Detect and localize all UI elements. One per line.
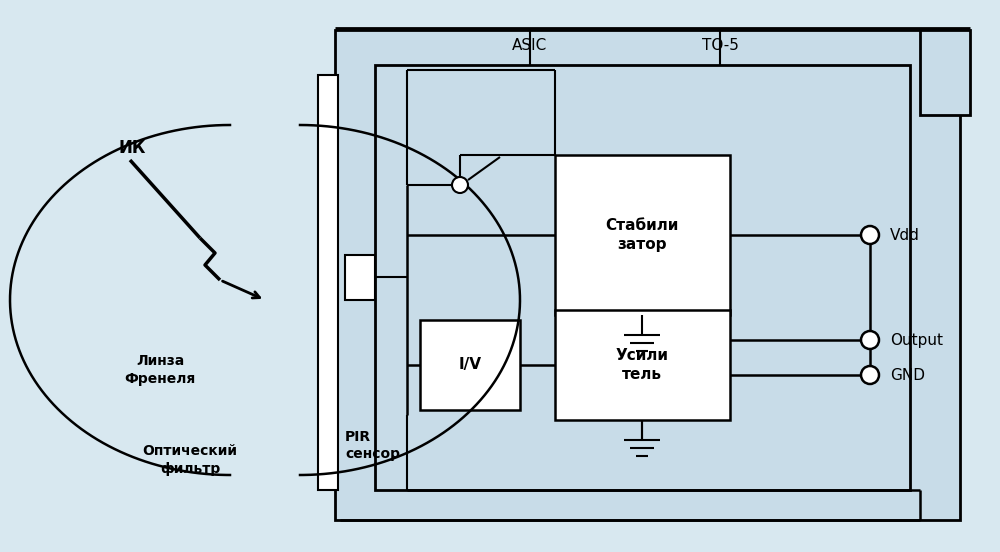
Bar	[345, 255, 375, 300]
Circle shape	[452, 177, 468, 193]
Text: Линза
Френеля: Линза Френеля	[124, 354, 196, 386]
Text: ASIC: ASIC	[512, 38, 548, 52]
Bar	[420, 320, 520, 410]
Text: Vdd: Vdd	[890, 227, 920, 242]
Text: Оптический
фильтр: Оптический фильтр	[143, 444, 238, 476]
Bar	[375, 65, 910, 490]
Text: GND: GND	[890, 368, 925, 383]
Circle shape	[861, 366, 879, 384]
Text: PIR
сенсор: PIR сенсор	[345, 430, 400, 461]
Bar	[318, 75, 338, 490]
Bar	[920, 30, 970, 115]
Text: TO-5: TO-5	[702, 38, 738, 52]
Circle shape	[861, 226, 879, 244]
Bar	[335, 30, 960, 520]
Circle shape	[861, 331, 879, 349]
Bar	[555, 155, 730, 315]
Text: Output: Output	[890, 332, 943, 348]
Text: Стабили
затор: Стабили затор	[605, 218, 679, 252]
Bar	[555, 310, 730, 420]
Text: I/V: I/V	[458, 358, 482, 373]
Text: Усили
тель: Усили тель	[616, 348, 668, 382]
Text: ИК: ИК	[118, 139, 146, 157]
